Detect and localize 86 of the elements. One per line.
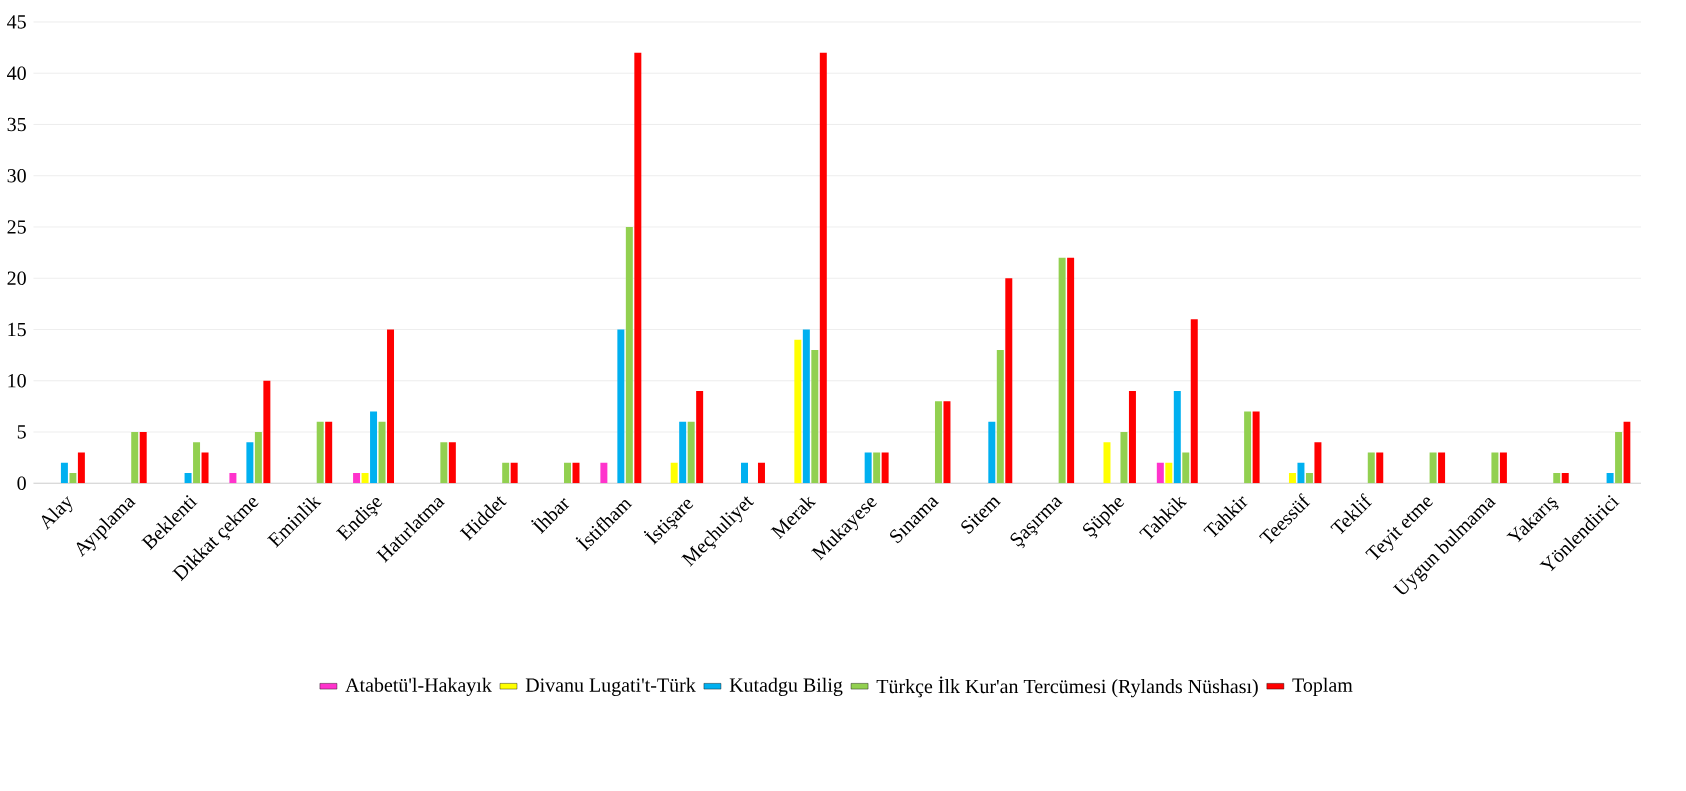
- bar: [864, 452, 872, 484]
- legend-label: Kutadgu Bilig: [729, 677, 843, 697]
- bar: [564, 462, 572, 484]
- bar: [353, 473, 361, 484]
- bar: [670, 462, 678, 484]
- bar: [229, 473, 237, 484]
- bar: [193, 442, 201, 484]
- bar: [448, 442, 456, 484]
- legend-label: Türkçe İlk Kur'an Tercümesi (Rylands Nüshası): [876, 676, 1258, 698]
- bar: [139, 432, 147, 484]
- bar: [1553, 473, 1561, 484]
- bar: [510, 462, 518, 484]
- bar: [378, 421, 386, 484]
- y-tick-label: 30: [7, 169, 26, 183]
- y-tick-label: 40: [7, 66, 26, 81]
- bar: [502, 462, 510, 484]
- y-tick-label: 20: [7, 271, 26, 286]
- bar: [1103, 442, 1111, 484]
- bar: [1438, 452, 1446, 484]
- bar: [77, 452, 85, 484]
- bar: [741, 462, 748, 484]
- bar: [1005, 278, 1013, 484]
- bar: [1491, 452, 1499, 484]
- bar: [1314, 442, 1322, 484]
- y-tick-label: 45: [7, 15, 26, 29]
- bar: [819, 52, 827, 484]
- legend-label: Toplam: [1292, 677, 1353, 697]
- bar: [634, 52, 642, 484]
- y-tick-label: 0: [17, 476, 26, 491]
- bar: [1156, 462, 1164, 484]
- y-tick-label: 15: [8, 322, 26, 337]
- bar: [696, 391, 704, 484]
- bar: [757, 462, 765, 484]
- bar: [1297, 462, 1305, 484]
- bar: [1067, 257, 1075, 484]
- bar: [325, 421, 333, 484]
- bar: [131, 432, 139, 484]
- bar: [1120, 432, 1128, 484]
- bar: [1606, 473, 1614, 484]
- legend-label: Atabetü'l-Hakayık: [345, 677, 492, 697]
- y-tick-label: 35: [7, 117, 26, 132]
- y-tick-label: 10: [8, 374, 26, 388]
- y-tick-label: 25: [7, 220, 26, 234]
- bar: [802, 329, 810, 484]
- bar: [1244, 411, 1252, 484]
- bar: [60, 462, 68, 484]
- bar: [934, 401, 942, 484]
- bar: [361, 473, 369, 484]
- bar: [263, 380, 271, 484]
- bar: [370, 411, 378, 484]
- bar: [1561, 473, 1569, 484]
- bar: [873, 452, 881, 484]
- bar: [811, 350, 819, 484]
- bar: [316, 421, 324, 484]
- bar: [794, 339, 802, 484]
- bar: [1058, 257, 1066, 484]
- bar: [1252, 411, 1260, 484]
- bar: [625, 227, 633, 484]
- bar: [1128, 391, 1136, 484]
- bar: [1182, 452, 1190, 484]
- bar: [687, 421, 695, 484]
- bar: [600, 462, 608, 484]
- y-tick-label: 5: [17, 425, 26, 439]
- bar: [1615, 432, 1623, 484]
- bar: [1376, 452, 1384, 484]
- bar: [440, 442, 448, 484]
- legend-label: Divanu Lugati't-Türk: [525, 677, 696, 697]
- bar: [184, 473, 192, 484]
- bar: [246, 442, 254, 484]
- bar: [1288, 473, 1296, 484]
- bar: [988, 421, 996, 484]
- bar: [387, 329, 395, 484]
- bar: [1173, 391, 1181, 484]
- bar: [1165, 462, 1173, 484]
- bar: [1429, 452, 1437, 484]
- bar: [1305, 473, 1313, 484]
- bar: [254, 432, 262, 484]
- bar: [1190, 319, 1198, 484]
- bar: [1367, 452, 1375, 484]
- bar: [996, 350, 1004, 484]
- bar: [1499, 452, 1507, 484]
- bar: [201, 452, 209, 484]
- bar: [881, 452, 889, 484]
- bar: [943, 401, 951, 484]
- bar: [617, 329, 625, 484]
- bar: [679, 421, 687, 484]
